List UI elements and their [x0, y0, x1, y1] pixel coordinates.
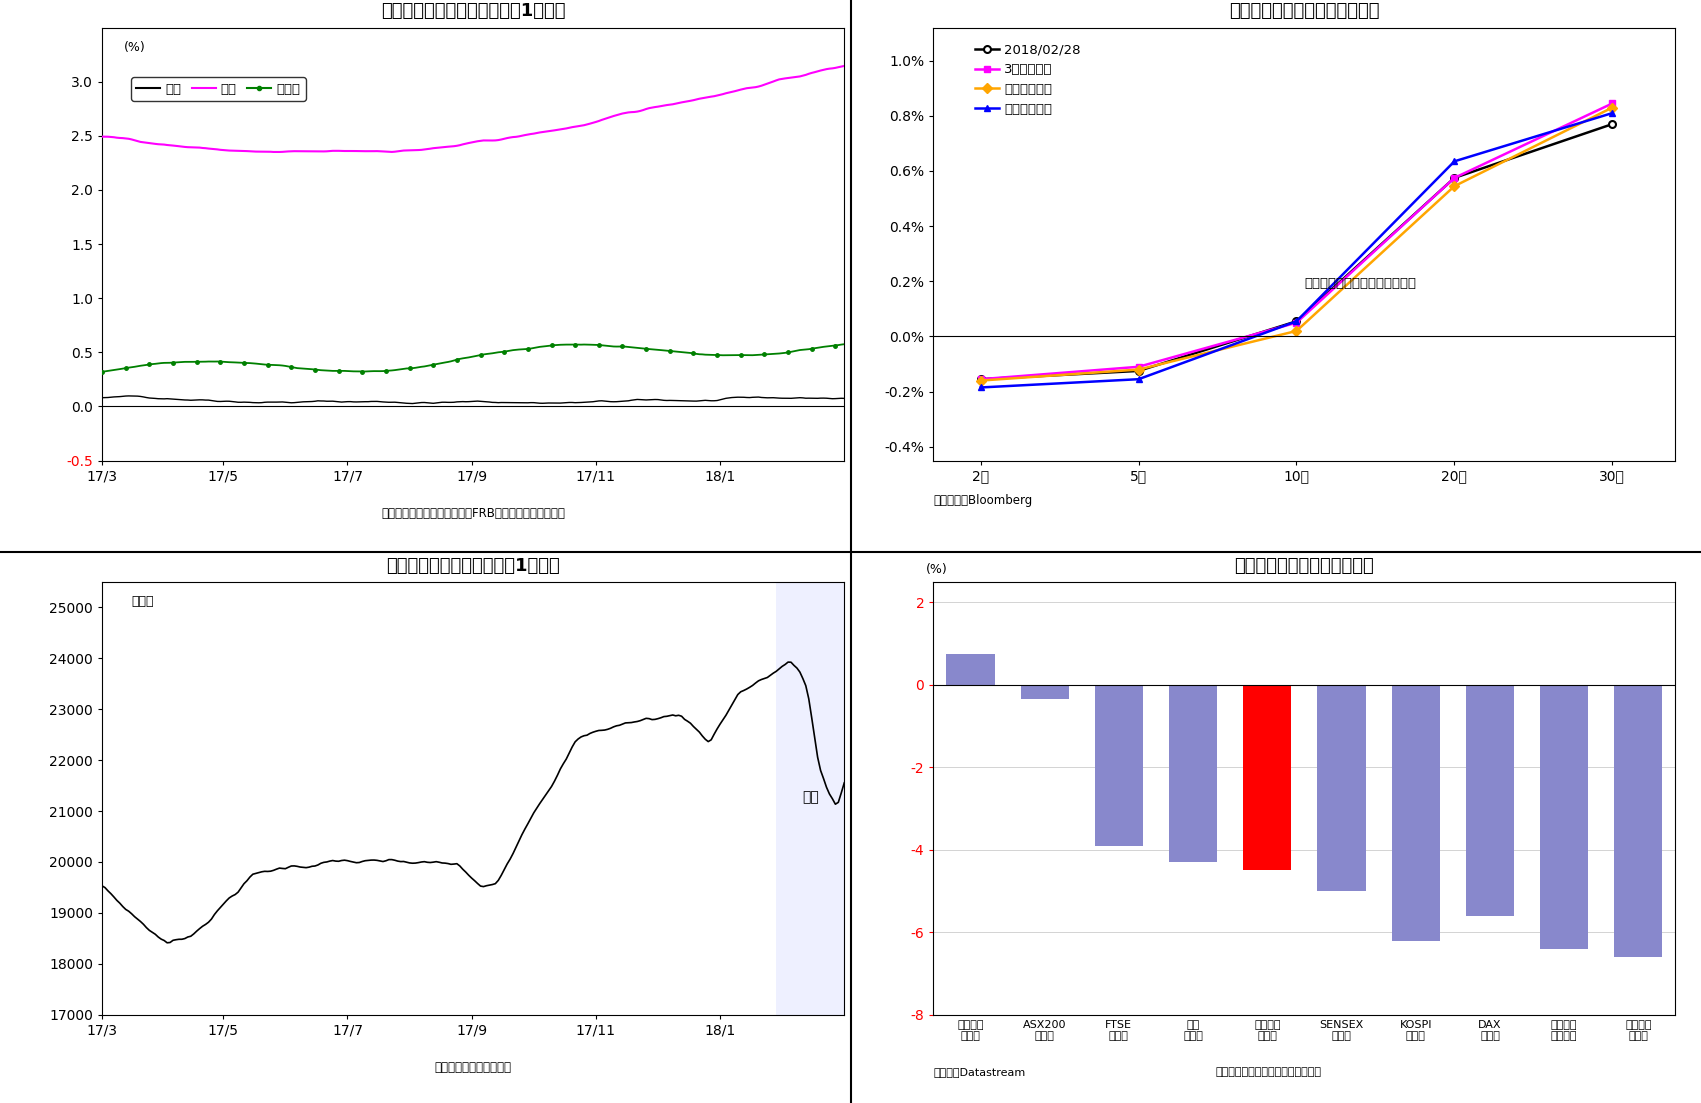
Bar [1243, 685, 1291, 870]
3ヶ月前　〃 [1602, 97, 1623, 110]
Text: 過去の形状はいずれも月末時点: 過去の形状はいずれも月末時点 [1305, 277, 1417, 290]
3ヶ月前　〃 [1444, 171, 1465, 184]
半年前　　〃 [1602, 101, 1623, 115]
半年前　　〃 [1128, 363, 1148, 376]
Line: 3ヶ月前　〃: 3ヶ月前 〃 [976, 100, 1616, 383]
Bar [946, 654, 995, 685]
Text: （円）: （円） [131, 595, 155, 608]
2018/02/28 [971, 373, 992, 386]
Bar [1021, 685, 1068, 699]
Line: １年前　　〃: １年前 〃 [976, 109, 1616, 390]
Bar [776, 581, 845, 1015]
半年前　　〃 [1444, 180, 1465, 193]
半年前　　〃 [1286, 324, 1306, 338]
3ヶ月前　〃 [1128, 361, 1148, 374]
Text: (%): (%) [124, 41, 146, 54]
Text: （資料）Datastream: （資料）Datastream [934, 1068, 1026, 1078]
3ヶ月前　〃 [971, 373, 992, 386]
Text: （注）当月終値の前月終値との比較: （注）当月終値の前月終値との比較 [1215, 1068, 1322, 1078]
１年前　　〃 [1128, 373, 1148, 386]
Title: 主要国株価の騰落率（２月）: 主要国株価の騰落率（２月） [1235, 557, 1374, 575]
2018/02/28 [1286, 314, 1306, 328]
Text: (%): (%) [925, 564, 947, 576]
１年前　　〃 [1286, 314, 1306, 328]
Bar [1317, 685, 1366, 891]
Bar [1539, 685, 1589, 949]
１年前　　〃 [1444, 154, 1465, 168]
Legend: 日本, 米国, ドイツ: 日本, 米国, ドイツ [131, 77, 306, 101]
2018/02/28 [1444, 171, 1465, 184]
2018/02/28 [1602, 118, 1623, 131]
Bar [1466, 685, 1514, 915]
Text: ２月: ２月 [801, 790, 818, 804]
Title: 日本国債イールドカーブの変化: 日本国債イールドカーブの変化 [1230, 2, 1380, 21]
Line: 半年前　　〃: 半年前 〃 [976, 104, 1616, 384]
Text: 〔データ〕日本経済新聞: 〔データ〕日本経済新聞 [435, 1061, 512, 1074]
Bar [1169, 685, 1218, 863]
3ヶ月前　〃 [1286, 317, 1306, 330]
Line: 2018/02/28: 2018/02/28 [976, 120, 1616, 383]
Legend: 2018/02/28, 3ヶ月前　〃, 半年前　　〃, １年前　　〃: 2018/02/28, 3ヶ月前 〃, 半年前 〃, １年前 〃 [970, 39, 1085, 121]
Text: 〔データ〕Bloomberg: 〔データ〕Bloomberg [934, 494, 1033, 507]
半年前　　〃 [971, 374, 992, 387]
Title: 日米独長期金利の推移（直近1年間）: 日米独長期金利の推移（直近1年間） [381, 2, 565, 21]
Bar [1614, 685, 1662, 957]
１年前　　〃 [1602, 107, 1623, 120]
１年前　　〃 [971, 381, 992, 394]
Bar [1391, 685, 1439, 941]
2018/02/28 [1128, 364, 1148, 377]
Title: 日経平均株価の推移（直近1年間）: 日経平均株価の推移（直近1年間） [386, 557, 560, 575]
Bar [1095, 685, 1143, 846]
Text: 〔データ〕日本証券業協会、FRB、ドイツ連邦準備銀行: 〔データ〕日本証券業協会、FRB、ドイツ連邦準備銀行 [381, 507, 565, 520]
